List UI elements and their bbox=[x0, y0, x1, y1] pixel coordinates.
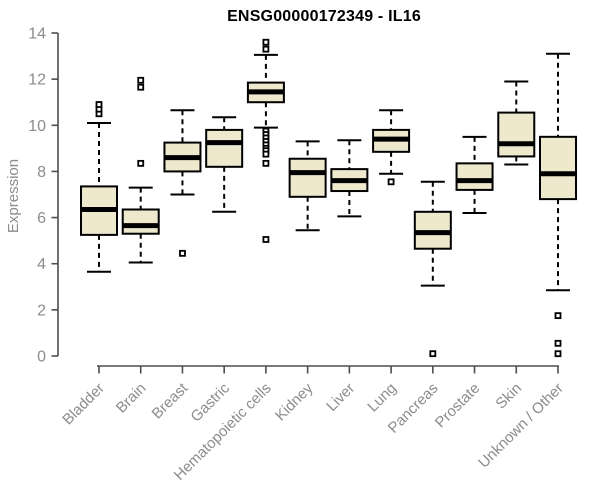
outlier-point bbox=[137, 76, 145, 84]
outlier-point bbox=[137, 83, 145, 91]
box-group-skin bbox=[497, 80, 536, 166]
outlier-point bbox=[554, 350, 562, 358]
box-group-gastric bbox=[205, 116, 244, 213]
y-tick-label: 12 bbox=[28, 72, 46, 89]
iqr-box bbox=[497, 111, 536, 158]
iqr-box bbox=[538, 135, 577, 201]
box-group-breast bbox=[163, 109, 202, 257]
chart-title: ENSG00000172349 - IL16 bbox=[227, 8, 421, 25]
y-axis: 0 2 4 6 8 10 12 14 bbox=[28, 26, 59, 366]
outlier-point bbox=[554, 339, 562, 347]
box-group-prostate bbox=[455, 135, 494, 214]
box-group-hematopoietic-cells bbox=[246, 38, 285, 243]
y-tick-label: 2 bbox=[37, 302, 46, 319]
box-group-bladder bbox=[80, 101, 118, 273]
outlier-point bbox=[179, 249, 186, 257]
outlier-point bbox=[429, 350, 437, 358]
y-tick-label: 6 bbox=[37, 210, 46, 227]
y-tick-label: 0 bbox=[37, 349, 46, 366]
outlier-point bbox=[387, 178, 395, 186]
x-tick-label: Skin bbox=[492, 380, 525, 413]
y-tick-label: 4 bbox=[37, 256, 46, 273]
x-tick-label: Liver bbox=[323, 380, 358, 415]
outlier-point bbox=[262, 236, 270, 243]
outlier-point bbox=[262, 159, 270, 167]
box-group-liver bbox=[330, 139, 369, 218]
outlier-point bbox=[262, 150, 270, 158]
x-tick-label: Brain bbox=[113, 380, 150, 417]
y-tick-label: 14 bbox=[28, 26, 46, 43]
iqr-box bbox=[205, 128, 244, 168]
outlier-point bbox=[262, 45, 270, 53]
outlier-point bbox=[554, 312, 562, 320]
iqr-box bbox=[121, 208, 160, 235]
y-tick-label: 10 bbox=[28, 118, 46, 135]
outlier-point bbox=[137, 159, 145, 167]
x-tick-label: Lung bbox=[364, 380, 400, 416]
box-group-kidney bbox=[288, 140, 327, 232]
box-group-lung bbox=[372, 109, 411, 186]
iqr-box bbox=[288, 157, 327, 198]
outlier-point bbox=[95, 101, 103, 108]
box-group-unknown-other bbox=[538, 52, 577, 358]
box-group-brain bbox=[121, 76, 160, 264]
x-tick-label: Breast bbox=[149, 379, 192, 422]
y-tick-label: 8 bbox=[37, 164, 46, 181]
x-tick-label: Bladder bbox=[59, 380, 108, 429]
x-tick-label: Kidney bbox=[272, 379, 317, 424]
x-tick-label: Prostate bbox=[432, 380, 484, 432]
box-group-pancreas bbox=[413, 180, 452, 358]
outlier-point bbox=[262, 38, 270, 46]
iqr-box bbox=[455, 162, 494, 191]
